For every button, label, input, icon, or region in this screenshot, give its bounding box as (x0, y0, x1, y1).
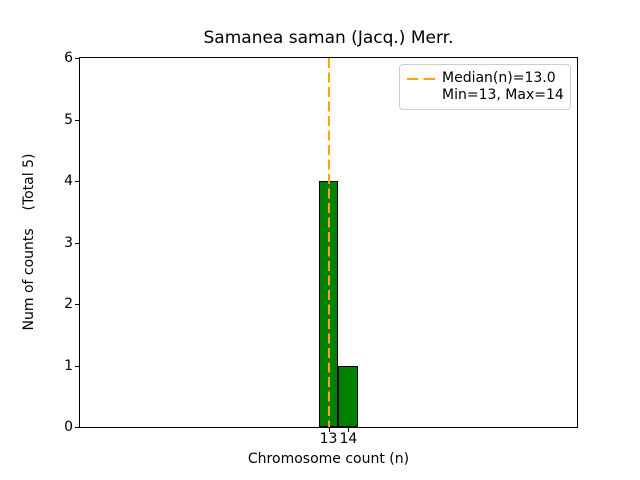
x-tick-mark-14 (348, 428, 350, 432)
y-axis-label: Num of counts (Total 5) (21, 153, 37, 331)
bar-n14 (338, 365, 359, 427)
y-tick-label-5: 5 (64, 111, 73, 128)
y-tick-mark-4 (75, 181, 79, 182)
plot-area: Median(n)=13.0 Min=13, Max=14 (79, 57, 578, 428)
legend-row-minmax: Min=13, Max=14 (407, 87, 564, 104)
legend-marker-spacer (407, 95, 435, 97)
x-axis-label: Chromosome count (n) (247, 451, 410, 467)
y-tick-label-1: 1 (64, 357, 73, 374)
y-tick-mark-5 (75, 119, 79, 121)
y-tick-label-2: 2 (64, 296, 73, 312)
x-tick-label-13: 13 (319, 431, 338, 447)
legend: Median(n)=13.0 Min=13, Max=14 (399, 64, 571, 110)
chart-title: Samanea saman (Jacq.) Merr. (203, 28, 454, 48)
legend-median-label: Median(n)=13.0 (442, 70, 556, 86)
y-tick-mark-6 (75, 58, 79, 59)
legend-row-median: Median(n)=13.0 (407, 70, 562, 87)
median-dash-icon (407, 77, 435, 80)
x-tick-label-14: 14 (339, 431, 358, 447)
y-tick-label-3: 3 (64, 234, 73, 251)
y-tick-label-0: 0 (64, 419, 73, 435)
legend-minmax-label: Min=13, Max=14 (442, 87, 564, 103)
median-line (327, 58, 330, 427)
y-tick-mark-1 (75, 365, 79, 367)
x-tick-mark-13 (328, 428, 330, 432)
y-tick-mark-3 (75, 242, 79, 244)
y-tick-label-6: 6 (64, 50, 73, 66)
y-tick-mark-2 (75, 304, 79, 305)
y-tick-mark-0 (75, 427, 79, 428)
y-tick-label-4: 4 (64, 173, 73, 189)
